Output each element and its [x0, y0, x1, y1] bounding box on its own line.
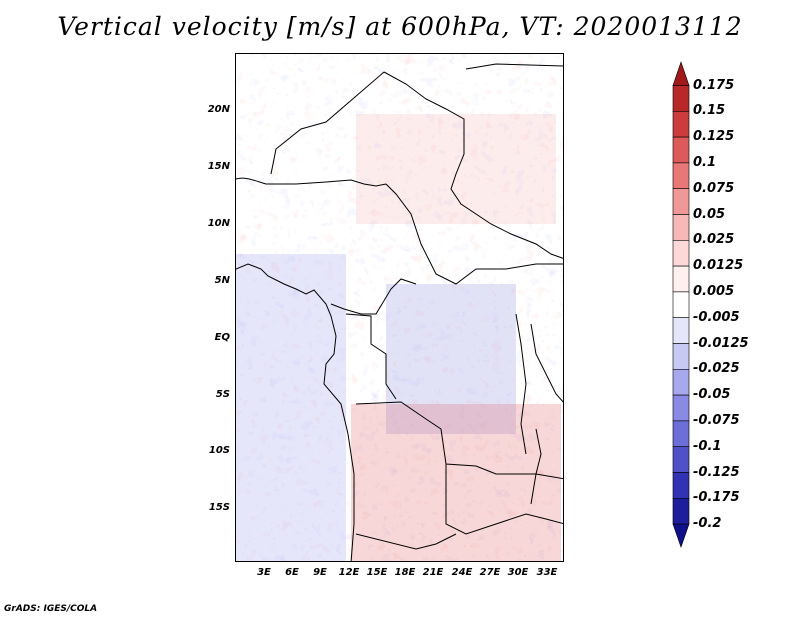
- colorbar-label: 0.005: [693, 283, 735, 299]
- colorbar-segment: [672, 497, 690, 525]
- colorbar-label: -0.125: [693, 464, 740, 480]
- congo-basin-region: [386, 284, 516, 434]
- colorbar-label: 0.175: [693, 77, 735, 93]
- colorbar-label: -0.175: [693, 490, 740, 506]
- lat-label-eq: EQ: [214, 332, 230, 343]
- colorbar-label: -0.0125: [693, 335, 749, 351]
- lat-label-5s: 5S: [215, 389, 230, 400]
- lon-label-9e: 9E: [313, 567, 327, 578]
- map-panel[interactable]: [235, 53, 564, 562]
- colorbar-segment: [672, 136, 690, 164]
- colorbar-segment: [672, 394, 690, 422]
- map-title: Vertical velocity [m/s] at 600hPa, VT: 2…: [57, 12, 743, 41]
- lon-label-21e: 21E: [422, 567, 444, 578]
- colorbar-label: -0.005: [693, 309, 740, 325]
- colorbar-label: -0.1: [693, 438, 722, 454]
- lon-label-12e: 12E: [338, 567, 360, 578]
- colorbar-label: -0.075: [693, 412, 740, 428]
- colorbar-label: 0.05: [693, 206, 726, 222]
- colorbar-label: 0.025: [693, 232, 735, 248]
- lat-label-10s: 10S: [208, 445, 230, 456]
- lon-label-6e: 6E: [285, 567, 299, 578]
- colorbar-label: -0.025: [693, 361, 740, 377]
- colorbar-segment: [672, 162, 690, 190]
- lat-label-15n: 15N: [207, 161, 230, 172]
- colorbar-label: 0.125: [693, 129, 735, 145]
- southern-africa-region: [351, 404, 561, 561]
- colorbar-segment: [672, 265, 690, 293]
- lat-label-15s: 15S: [208, 502, 230, 513]
- colorbar-label: 0.1: [693, 154, 717, 170]
- colorbar-arrow-bottom: [672, 523, 690, 549]
- colorbar-segment: [672, 291, 690, 318]
- colorbar-arrow-top: [672, 61, 690, 86]
- colorbar-segment: [672, 317, 690, 344]
- lon-label-24e: 24E: [451, 567, 473, 578]
- lat-label-20n: 20N: [207, 104, 230, 115]
- colorbar: [672, 61, 690, 549]
- lon-label-15e: 15E: [366, 567, 388, 578]
- lon-label-18e: 18E: [394, 567, 416, 578]
- colorbar-segment: [672, 240, 690, 267]
- lat-label-5n: 5N: [214, 275, 230, 286]
- lat-label-10n: 10N: [207, 218, 230, 229]
- colorbar-segment: [672, 446, 690, 473]
- lon-label-30e: 30E: [507, 567, 529, 578]
- colorbar-segment: [672, 214, 690, 241]
- colorbar-segment: [672, 110, 690, 138]
- colorbar-label: -0.2: [693, 516, 722, 532]
- vertical-velocity-map: [236, 54, 563, 561]
- colorbar-label: 0.075: [693, 180, 735, 196]
- colorbar-segment: [672, 420, 690, 447]
- lon-label-3e: 3E: [257, 567, 271, 578]
- colorbar-segment: [672, 472, 690, 499]
- country-borders: [236, 63, 563, 561]
- sahel-region: [356, 114, 556, 224]
- colorbar-segment: [672, 188, 690, 215]
- colorbar-label: 0.0125: [693, 258, 744, 274]
- lon-label-27e: 27E: [479, 567, 501, 578]
- colorbar-label: 0.15: [693, 103, 726, 119]
- lon-label-33e: 33E: [536, 567, 558, 578]
- west-ocean-region: [236, 254, 346, 561]
- colorbar-segment: [672, 368, 690, 396]
- colorbar-segment: [672, 343, 690, 370]
- colorbar-segment: [672, 85, 690, 112]
- grads-credit: GrADS: IGES/COLA: [4, 604, 98, 614]
- colorbar-label: -0.05: [693, 387, 731, 403]
